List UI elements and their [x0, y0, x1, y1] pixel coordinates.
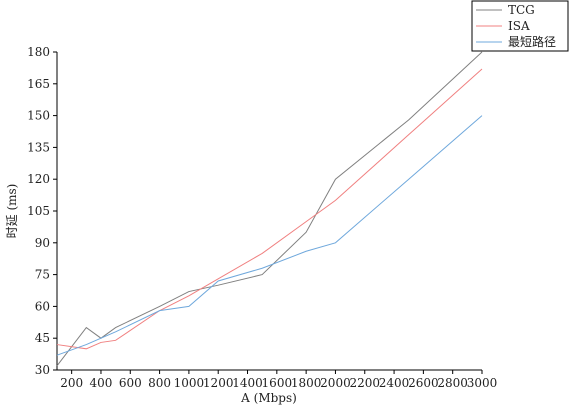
y-tick-label: 60	[35, 299, 50, 313]
y-tick-label: 165	[27, 77, 50, 91]
y-tick-label: 105	[27, 204, 50, 218]
x-tick-label: 1200	[203, 376, 234, 390]
x-tick-label: 800	[148, 376, 171, 390]
legend-label: ISA	[508, 19, 530, 33]
series-line	[56, 68, 483, 350]
x-tick-label: 2000	[320, 376, 351, 390]
y-tick-label: 30	[35, 363, 50, 377]
x-tick-label: 1000	[174, 376, 205, 390]
x-tick-label: 2600	[408, 376, 439, 390]
y-tick-label: 120	[27, 172, 50, 186]
series-line	[56, 115, 483, 356]
x-tick-label: 1400	[232, 376, 263, 390]
x-tick-label: 600	[119, 376, 142, 390]
x-tick-label: 400	[90, 376, 113, 390]
y-axis-label: 时延 (ms)	[5, 184, 19, 239]
x-tick-label: 3000	[467, 376, 498, 390]
y-tick-label: 75	[35, 268, 50, 282]
legend-label: 最短路径	[508, 34, 556, 49]
y-tick-label: 135	[27, 140, 50, 154]
y-tick-label: 45	[35, 331, 50, 345]
x-tick-label: 1600	[262, 376, 293, 390]
series-line	[56, 51, 483, 367]
legend-label: TCG	[508, 3, 535, 17]
x-tick-label: 2400	[379, 376, 410, 390]
x-tick-label: 200	[60, 376, 83, 390]
y-tick-label: 90	[35, 236, 50, 250]
x-axis-label: A (Mbps)	[240, 391, 297, 405]
y-tick-label: 150	[27, 109, 50, 123]
y-tick-label: 180	[27, 45, 50, 59]
x-tick-label: 2200	[349, 376, 380, 390]
x-tick-label: 2800	[437, 376, 468, 390]
x-tick-label: 1800	[291, 376, 322, 390]
